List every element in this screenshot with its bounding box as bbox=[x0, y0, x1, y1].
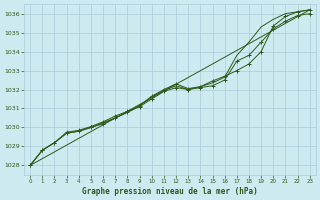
X-axis label: Graphe pression niveau de la mer (hPa): Graphe pression niveau de la mer (hPa) bbox=[82, 187, 258, 196]
